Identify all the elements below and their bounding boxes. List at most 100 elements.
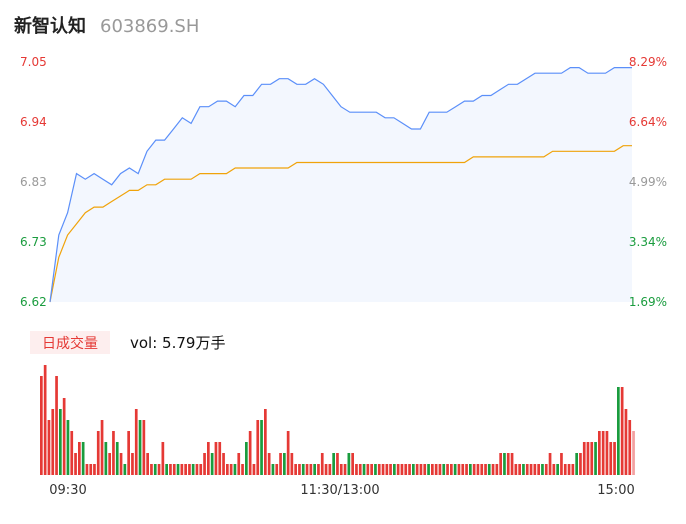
volume-bar [43,365,47,475]
volume-bar [332,453,335,475]
volume-bar [491,464,495,475]
volume-bar [78,442,81,475]
volume-bar [358,464,362,475]
pct-tick-label: 8.29% [629,55,667,69]
volume-bar [590,442,594,475]
volume-bar [165,464,168,475]
volume-bar [563,464,567,475]
volume-bar [575,453,578,475]
volume-bar [601,431,605,475]
volume-bar [560,453,563,475]
volume-bar [628,420,632,475]
volume-bar [150,464,153,475]
volume-bar [260,420,263,475]
volume-bar [328,464,332,475]
volume-bar [408,464,411,475]
volume-bar [218,442,222,475]
volume-bar [188,464,191,475]
volume-bar [495,464,499,475]
volume-bar [510,453,514,475]
volume-bar [385,464,389,475]
volume-bar [176,464,180,475]
volume-bar [104,442,108,475]
volume-bar [317,464,320,475]
stock-name: 新智认知 [14,16,86,37]
volume-bar [476,464,480,475]
volume-bar [438,464,442,475]
volume-bar [396,464,400,475]
volume-bar [131,453,134,475]
volume-bar [613,442,616,475]
volume-bar [503,453,506,475]
price-area [50,67,632,302]
volume-bar [294,464,297,475]
volume-bar [480,464,484,475]
volume-bar [582,442,586,475]
volume-bar [245,442,248,475]
volume-bar [180,464,184,475]
volume-bar [423,464,427,475]
volume-bar [241,464,244,475]
volume-bar [301,464,305,475]
volume-bar [484,464,487,475]
volume-bar [548,453,552,475]
volume-bar [62,398,66,475]
volume-bar [275,464,279,475]
volume-bar [100,420,104,475]
volume-bar [210,453,214,475]
volume-bar [381,464,385,475]
volume-bar [487,464,491,475]
volume-bar [434,464,438,475]
volume-bar [153,464,157,475]
volume-bar [620,387,624,475]
volume-bar [400,464,404,475]
volume-bar [366,464,370,475]
volume-bar [522,464,525,475]
volume-bar [229,464,233,475]
volume-bar [108,453,111,475]
volume-bar [169,464,172,475]
volume-bar [427,464,430,475]
volume-bar [252,464,256,475]
volume-bar [351,453,354,475]
volume-bar [138,420,142,475]
volume-bar [442,464,446,475]
volume-bar [370,464,373,475]
volume-bar [127,431,130,475]
stock-code: 603869.SH [100,16,200,37]
volume-bar [313,464,316,475]
volume-bar [226,464,229,475]
volume-badge[interactable]: 日成交量 [30,331,110,354]
volume-bar [624,409,628,475]
volume-bar [51,409,55,475]
volume-bar [59,409,62,475]
volume-bar [81,442,85,475]
volume-bar [271,464,275,475]
volume-bar [172,464,176,475]
volume-bar [598,431,601,475]
x-tick-label: 15:00 [597,483,634,498]
y-tick-label: 7.05 [20,55,47,69]
volume-bar [320,453,324,475]
volume-bar [419,464,423,475]
volume-bar [541,464,544,475]
volume-bar [157,464,161,475]
volume-bar [119,453,123,475]
volume-bar [389,464,392,475]
volume-bar [431,464,434,475]
volume-bar [237,453,241,475]
volume-bar [529,464,533,475]
volume-bar [347,453,351,475]
volume-bar [264,409,267,475]
volume-bar [74,453,77,475]
average-price-line [49,145,632,303]
volume-bar [146,453,149,475]
volume-bar [579,453,582,475]
volume-bar [374,464,377,475]
volume-bar [609,442,613,475]
volume-bar [324,464,328,475]
volume-bar [544,464,548,475]
volume-bar [256,420,260,475]
volume-bar [40,376,43,475]
x-tick-label: 11:30/13:00 [300,483,379,498]
